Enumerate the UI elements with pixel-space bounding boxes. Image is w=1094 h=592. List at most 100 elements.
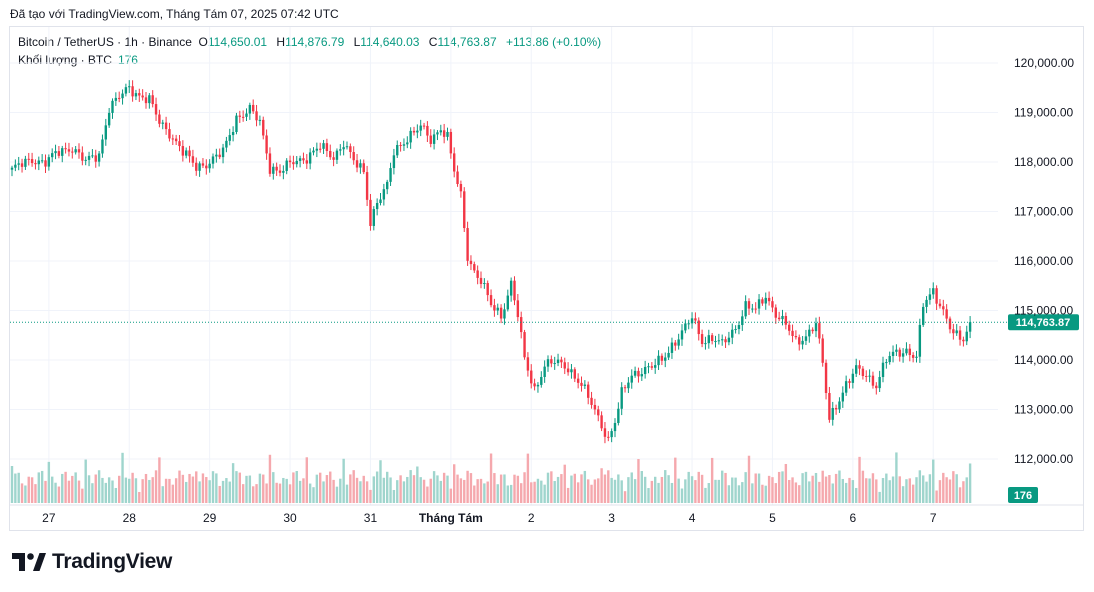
candle-body[interactable] — [915, 356, 918, 358]
candle-body[interactable] — [402, 144, 406, 146]
candle-body[interactable] — [241, 116, 245, 118]
candle-body[interactable] — [865, 375, 868, 377]
candle-body[interactable] — [737, 325, 741, 330]
candle-body[interactable] — [821, 338, 824, 363]
candle-body[interactable] — [453, 153, 456, 172]
candle-body[interactable] — [764, 297, 767, 304]
candle-body[interactable] — [308, 152, 312, 164]
candle-body[interactable] — [285, 160, 288, 171]
candle-body[interactable] — [814, 323, 818, 332]
candle-body[interactable] — [687, 323, 690, 325]
candle-body[interactable] — [801, 340, 804, 345]
candle-body[interactable] — [891, 351, 895, 357]
candle-body[interactable] — [141, 95, 144, 98]
candle-body[interactable] — [660, 355, 664, 361]
candle-body[interactable] — [164, 122, 168, 130]
candle-body[interactable] — [111, 100, 114, 113]
candle-body[interactable] — [34, 163, 37, 165]
candle-body[interactable] — [657, 355, 660, 366]
candle-body[interactable] — [101, 139, 104, 154]
candle-body[interactable] — [483, 283, 486, 285]
candle-body[interactable] — [958, 330, 962, 340]
candle-body[interactable] — [114, 97, 118, 101]
candle-body[interactable] — [573, 369, 576, 379]
candle-body[interactable] — [389, 168, 392, 182]
candle-body[interactable] — [268, 153, 272, 174]
candle-body[interactable] — [91, 155, 94, 157]
candle-body[interactable] — [181, 146, 185, 156]
candle-body[interactable] — [208, 163, 211, 169]
candle-body[interactable] — [262, 119, 265, 136]
candle-body[interactable] — [14, 164, 17, 168]
candle-body[interactable] — [640, 374, 643, 377]
candle-body[interactable] — [794, 335, 798, 338]
candle-body[interactable] — [597, 409, 600, 416]
candle-body[interactable] — [808, 329, 811, 337]
candle-body[interactable] — [185, 150, 188, 156]
candle-body[interactable] — [724, 339, 727, 343]
candle-body[interactable] — [178, 141, 181, 147]
candle-body[interactable] — [426, 125, 429, 136]
candle-body[interactable] — [319, 148, 322, 150]
candle-body[interactable] — [560, 359, 563, 363]
candle-body[interactable] — [379, 199, 382, 203]
candle-body[interactable] — [315, 148, 319, 151]
candle-body[interactable] — [20, 163, 24, 167]
candle-body[interactable] — [938, 303, 942, 307]
candle-body[interactable] — [295, 160, 298, 165]
candle-body[interactable] — [520, 317, 523, 333]
candle-body[interactable] — [942, 306, 945, 310]
candle-body[interactable] — [878, 377, 881, 389]
candle-body[interactable] — [593, 404, 597, 410]
candle-body[interactable] — [650, 366, 654, 368]
candle-body[interactable] — [332, 157, 335, 160]
candle-body[interactable] — [623, 387, 627, 389]
candle-body[interactable] — [205, 165, 208, 169]
candle-body[interactable] — [767, 297, 771, 302]
candle-body[interactable] — [231, 132, 235, 136]
candle-body[interactable] — [17, 163, 20, 165]
candle-body[interactable] — [503, 309, 506, 319]
candle-body[interactable] — [617, 408, 620, 423]
candle-body[interactable] — [144, 97, 148, 104]
candle-body[interactable] — [888, 356, 891, 363]
candle-body[interactable] — [680, 330, 684, 340]
candle-body[interactable] — [962, 339, 965, 342]
candle-body[interactable] — [791, 330, 794, 336]
candle-body[interactable] — [24, 158, 27, 167]
candle-body[interactable] — [704, 343, 707, 345]
candle-body[interactable] — [459, 183, 463, 192]
candle-body[interactable] — [302, 158, 305, 161]
candle-body[interactable] — [375, 202, 379, 210]
candle-body[interactable] — [278, 170, 282, 173]
candle-body[interactable] — [523, 332, 526, 358]
candle-body[interactable] — [831, 407, 834, 420]
candle-body[interactable] — [54, 151, 57, 154]
candle-body[interactable] — [188, 150, 191, 157]
candle-body[interactable] — [412, 130, 416, 133]
candle-body[interactable] — [245, 113, 248, 117]
candle-body[interactable] — [774, 307, 777, 318]
candle-body[interactable] — [469, 260, 473, 265]
candle-body[interactable] — [446, 131, 449, 137]
candle-body[interactable] — [369, 199, 372, 226]
candle-body[interactable] — [741, 316, 744, 326]
candle-body[interactable] — [67, 149, 71, 152]
candle-body[interactable] — [771, 301, 774, 308]
candle-body[interactable] — [255, 111, 258, 121]
candle-body[interactable] — [603, 428, 607, 437]
candle-body[interactable] — [925, 299, 928, 307]
candle-body[interactable] — [620, 387, 623, 409]
candle-body[interactable] — [848, 381, 851, 383]
candle-body[interactable] — [667, 352, 670, 358]
candle-body[interactable] — [456, 171, 459, 184]
candle-body[interactable] — [868, 375, 871, 377]
candle-body[interactable] — [553, 363, 556, 365]
candle-body[interactable] — [201, 163, 205, 166]
candle-body[interactable] — [747, 301, 751, 309]
candle-body[interactable] — [77, 149, 81, 153]
candle-body[interactable] — [473, 264, 476, 271]
candle-body[interactable] — [506, 295, 509, 310]
candle-body[interactable] — [74, 149, 77, 153]
candle-body[interactable] — [158, 114, 161, 124]
